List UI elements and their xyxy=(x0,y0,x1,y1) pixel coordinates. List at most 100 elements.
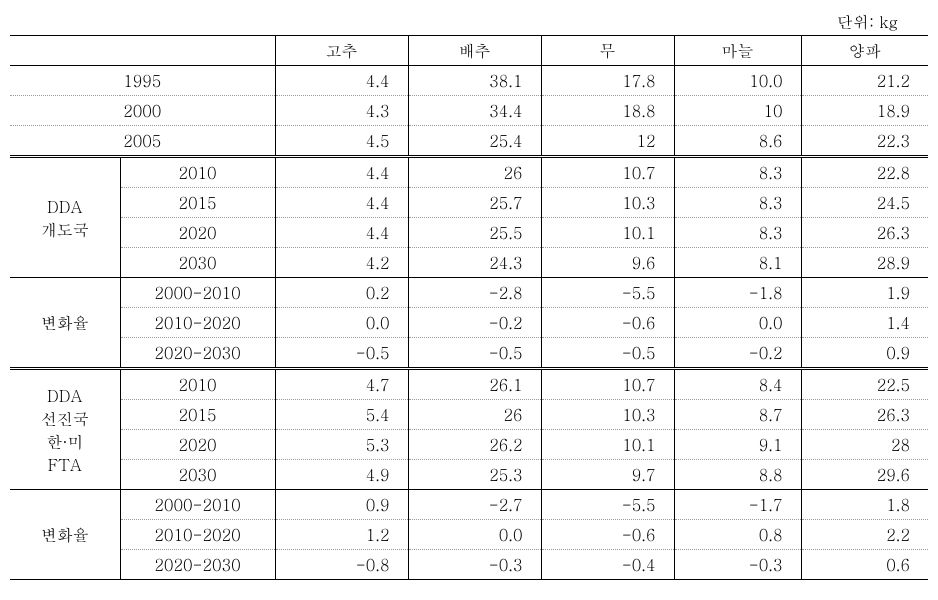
section-label: DDA개도국 xyxy=(10,157,120,278)
data-cell: 0.9 xyxy=(275,490,408,520)
section-label-line: 변화율 xyxy=(18,311,112,334)
data-cell: 22.8 xyxy=(801,157,928,188)
section-label: DDA선진국한·미FTA xyxy=(10,369,120,490)
table-row: 20154.425.710.38.324.5 xyxy=(10,188,928,218)
section-label-line: DDA xyxy=(18,195,112,218)
data-cell: -5.5 xyxy=(541,278,674,308)
column-header: 배추 xyxy=(408,36,541,66)
data-cell: -1.8 xyxy=(674,278,801,308)
data-cell: -0.2 xyxy=(674,338,801,369)
data-cell: 10.7 xyxy=(541,157,674,188)
data-cell: 4.7 xyxy=(275,369,408,400)
data-cell: -1.7 xyxy=(674,490,801,520)
year-cell: 2000-2010 xyxy=(120,490,275,520)
data-table: 고추배추무마늘양파19954.438.117.810.021.220004.33… xyxy=(10,35,928,580)
year-cell: 2015 xyxy=(120,188,275,218)
data-cell: 18.8 xyxy=(541,96,674,126)
data-cell: 8.6 xyxy=(674,126,801,157)
table-row: 19954.438.117.810.021.2 xyxy=(10,66,928,96)
data-cell: -0.3 xyxy=(408,550,541,580)
data-cell: 26.3 xyxy=(801,218,928,248)
data-cell: 8.4 xyxy=(674,369,801,400)
year-cell: 2010-2020 xyxy=(120,308,275,338)
data-cell: 4.9 xyxy=(275,460,408,490)
data-cell: -0.6 xyxy=(541,308,674,338)
data-cell: 21.2 xyxy=(801,66,928,96)
data-cell: 29.6 xyxy=(801,460,928,490)
data-cell: 17.8 xyxy=(541,66,674,96)
data-cell: 0.0 xyxy=(674,308,801,338)
data-cell: -0.5 xyxy=(408,338,541,369)
year-cell: 2010 xyxy=(120,157,275,188)
data-cell: 8.3 xyxy=(674,218,801,248)
data-cell: 25.7 xyxy=(408,188,541,218)
table-row: 20054.525.4128.622.3 xyxy=(10,126,928,157)
data-cell: 25.4 xyxy=(408,126,541,157)
year-cell: 2005 xyxy=(10,126,275,157)
year-cell: 2010-2020 xyxy=(120,520,275,550)
data-cell: 10.3 xyxy=(541,188,674,218)
data-cell: 1.2 xyxy=(275,520,408,550)
data-cell: 1.4 xyxy=(801,308,928,338)
data-cell: 0.9 xyxy=(801,338,928,369)
year-cell: 2015 xyxy=(120,400,275,430)
data-cell: 4.4 xyxy=(275,188,408,218)
year-cell: 2030 xyxy=(120,248,275,278)
table-wrapper: 단위: kg 고추배추무마늘양파19954.438.117.810.021.22… xyxy=(10,10,928,580)
data-cell: -0.8 xyxy=(275,550,408,580)
table-row: 20205.326.210.19.128 xyxy=(10,430,928,460)
year-cell: 2020 xyxy=(120,218,275,248)
data-cell: 1.9 xyxy=(801,278,928,308)
data-cell: 0.8 xyxy=(674,520,801,550)
data-cell: 4.2 xyxy=(275,248,408,278)
section-label-line: 선진국 xyxy=(18,407,112,430)
table-row: DDA개도국20104.42610.78.322.8 xyxy=(10,157,928,188)
data-cell: 9.7 xyxy=(541,460,674,490)
data-cell: -0.2 xyxy=(408,308,541,338)
data-cell: 4.3 xyxy=(275,96,408,126)
table-row: 2010-20201.20.0-0.60.82.2 xyxy=(10,520,928,550)
year-cell: 2020 xyxy=(120,430,275,460)
data-cell: 4.5 xyxy=(275,126,408,157)
data-cell: 28.9 xyxy=(801,248,928,278)
data-cell: 0.0 xyxy=(408,520,541,550)
data-cell: 22.3 xyxy=(801,126,928,157)
year-cell: 2020-2030 xyxy=(120,338,275,369)
data-cell: 26 xyxy=(408,157,541,188)
data-cell: 18.9 xyxy=(801,96,928,126)
section-label-line: 변화율 xyxy=(18,523,112,546)
data-cell: 0.2 xyxy=(275,278,408,308)
data-cell: 10.7 xyxy=(541,369,674,400)
data-cell: -0.4 xyxy=(541,550,674,580)
data-cell: 12 xyxy=(541,126,674,157)
table-row: 변화율2000-20100.2-2.8-5.5-1.81.9 xyxy=(10,278,928,308)
data-cell: 0.6 xyxy=(801,550,928,580)
data-cell: 0.0 xyxy=(275,308,408,338)
data-cell: 10.1 xyxy=(541,218,674,248)
data-cell: 5.4 xyxy=(275,400,408,430)
section-label: 변화율 xyxy=(10,278,120,369)
data-cell: -0.6 xyxy=(541,520,674,550)
unit-label: 단위: kg xyxy=(10,10,928,33)
year-cell: 1995 xyxy=(10,66,275,96)
data-cell: 10.3 xyxy=(541,400,674,430)
header-row: 고추배추무마늘양파 xyxy=(10,36,928,66)
data-cell: 9.1 xyxy=(674,430,801,460)
section-label-line: FTA xyxy=(18,453,112,476)
data-cell: 10 xyxy=(674,96,801,126)
table-row: 20204.425.510.18.326.3 xyxy=(10,218,928,248)
year-cell: 2020-2030 xyxy=(120,550,275,580)
section-label-line: 한·미 xyxy=(18,430,112,453)
data-cell: -0.3 xyxy=(674,550,801,580)
data-cell: 4.4 xyxy=(275,218,408,248)
year-cell: 2010 xyxy=(120,369,275,400)
column-header: 마늘 xyxy=(674,36,801,66)
data-cell: 34.4 xyxy=(408,96,541,126)
data-cell: 1.8 xyxy=(801,490,928,520)
data-cell: 25.3 xyxy=(408,460,541,490)
data-cell: -2.7 xyxy=(408,490,541,520)
data-cell: 4.4 xyxy=(275,157,408,188)
data-cell: 5.3 xyxy=(275,430,408,460)
year-cell: 2000-2010 xyxy=(120,278,275,308)
table-row: 2010-20200.0-0.2-0.60.01.4 xyxy=(10,308,928,338)
